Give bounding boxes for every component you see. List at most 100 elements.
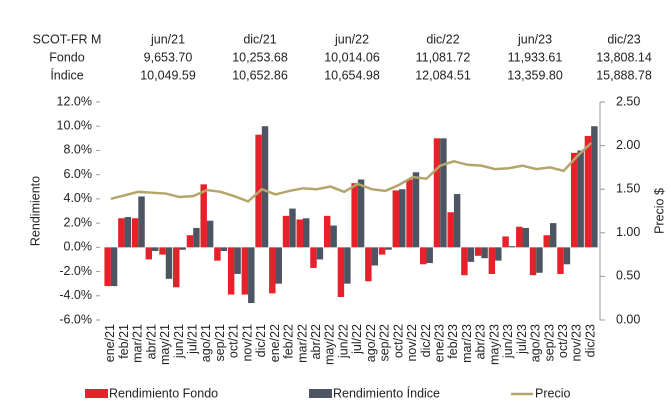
y-tick-label: 10.0% bbox=[57, 119, 92, 133]
y-axis-title: Rendimiento bbox=[28, 176, 42, 246]
bar bbox=[412, 172, 420, 248]
row-label: Fondo bbox=[49, 50, 84, 64]
bar bbox=[337, 247, 345, 297]
column-header: jun/22 bbox=[334, 32, 369, 46]
bar bbox=[563, 247, 571, 265]
y-tick-label: 0.0% bbox=[64, 240, 93, 254]
bar bbox=[440, 138, 447, 248]
x-tick-label: abr/22 bbox=[309, 324, 323, 359]
x-tick-label: nov/23 bbox=[570, 324, 584, 362]
x-tick-label: may/21 bbox=[158, 324, 172, 365]
bar bbox=[495, 247, 502, 261]
bar bbox=[124, 217, 132, 248]
bar bbox=[371, 247, 379, 266]
bar bbox=[474, 247, 482, 256]
bar bbox=[179, 247, 186, 250]
x-tick-label: may/23 bbox=[487, 324, 501, 365]
x-tick-label: dic/23 bbox=[583, 324, 597, 357]
x-tick-label: mar/22 bbox=[295, 324, 309, 363]
x-tick-label: nov/22 bbox=[405, 324, 419, 362]
table-cell: 11,081.72 bbox=[416, 50, 471, 64]
y-tick-label: -2.0% bbox=[59, 264, 92, 278]
bar bbox=[577, 150, 584, 248]
x-tick-label: abr/23 bbox=[474, 324, 488, 359]
x-tick-label: abr/21 bbox=[144, 324, 158, 359]
bar bbox=[186, 235, 194, 248]
bar bbox=[344, 247, 351, 284]
table-header: SCOT-FR M bbox=[33, 32, 102, 46]
bar bbox=[200, 184, 207, 248]
bar bbox=[165, 247, 173, 279]
y-tick-label: -6.0% bbox=[59, 312, 92, 326]
bar bbox=[310, 247, 317, 268]
bar bbox=[365, 247, 372, 282]
x-tick-label: ene/23 bbox=[432, 324, 446, 362]
bar bbox=[549, 223, 557, 248]
x-tick-label: jul/23 bbox=[515, 324, 529, 355]
bar bbox=[357, 179, 365, 248]
bar bbox=[159, 247, 166, 255]
legend-swatch bbox=[309, 389, 332, 398]
bar bbox=[536, 247, 543, 273]
x-tick-label: sep/22 bbox=[378, 324, 392, 362]
bar bbox=[269, 247, 276, 294]
bar bbox=[316, 247, 324, 260]
table-cell: 11,933.61 bbox=[508, 50, 563, 64]
bar bbox=[481, 247, 488, 259]
bar bbox=[426, 247, 433, 264]
bar bbox=[516, 226, 523, 248]
bar bbox=[296, 219, 303, 248]
bar bbox=[385, 247, 392, 250]
bar bbox=[220, 247, 228, 251]
bar bbox=[461, 247, 468, 276]
y2-tick-label: 2.00 bbox=[616, 138, 640, 152]
bar bbox=[330, 225, 337, 248]
bar bbox=[131, 218, 139, 248]
y-tick-label: 2.0% bbox=[64, 215, 93, 229]
column-header: dic/21 bbox=[243, 32, 276, 46]
table-cell: 10,253.68 bbox=[232, 50, 288, 64]
x-tick-label: ago/21 bbox=[199, 324, 213, 362]
legend-label: Precio bbox=[535, 386, 570, 400]
x-tick-label: nov/21 bbox=[240, 324, 254, 362]
x-tick-label: oct/23 bbox=[556, 324, 570, 358]
bar bbox=[173, 247, 180, 288]
bar bbox=[447, 212, 454, 248]
bar bbox=[104, 247, 111, 287]
column-header: jun/21 bbox=[150, 32, 185, 46]
bar bbox=[488, 247, 496, 274]
x-tick-label: feb/23 bbox=[446, 324, 460, 359]
bar bbox=[570, 152, 578, 248]
y-tick-label: 6.0% bbox=[64, 167, 93, 181]
bar bbox=[110, 247, 118, 287]
bar bbox=[591, 126, 598, 248]
x-tick-label: ago/22 bbox=[364, 324, 378, 362]
bar bbox=[406, 179, 413, 248]
bar bbox=[453, 194, 461, 248]
x-tick-label: ene/21 bbox=[103, 324, 117, 362]
y2-tick-label: 1.00 bbox=[616, 225, 640, 239]
y2-tick-label: 0.50 bbox=[616, 269, 640, 283]
x-tick-label: feb/22 bbox=[282, 324, 296, 359]
table-cell: 9,653.70 bbox=[144, 50, 193, 64]
bar bbox=[214, 247, 221, 261]
row-label: Índice bbox=[50, 67, 83, 82]
x-tick-label: mar/21 bbox=[131, 324, 145, 363]
x-tick-label: mar/23 bbox=[460, 324, 474, 363]
legend-label: Rendimiento Fondo bbox=[109, 386, 218, 400]
x-tick-label: jun/21 bbox=[172, 324, 186, 359]
bar bbox=[118, 218, 125, 248]
bar bbox=[152, 247, 159, 251]
bar bbox=[351, 183, 358, 248]
bar bbox=[289, 208, 296, 248]
table-cell: 10,652.86 bbox=[232, 68, 288, 82]
line bbox=[110, 142, 593, 203]
legend-label: Rendimiento Índice bbox=[333, 385, 440, 400]
table-cell: 13,359.80 bbox=[507, 68, 563, 82]
bar bbox=[275, 247, 282, 284]
bar bbox=[529, 247, 537, 276]
bar bbox=[420, 247, 427, 265]
bar bbox=[227, 247, 235, 295]
x-tick-label: jul/22 bbox=[350, 324, 364, 355]
